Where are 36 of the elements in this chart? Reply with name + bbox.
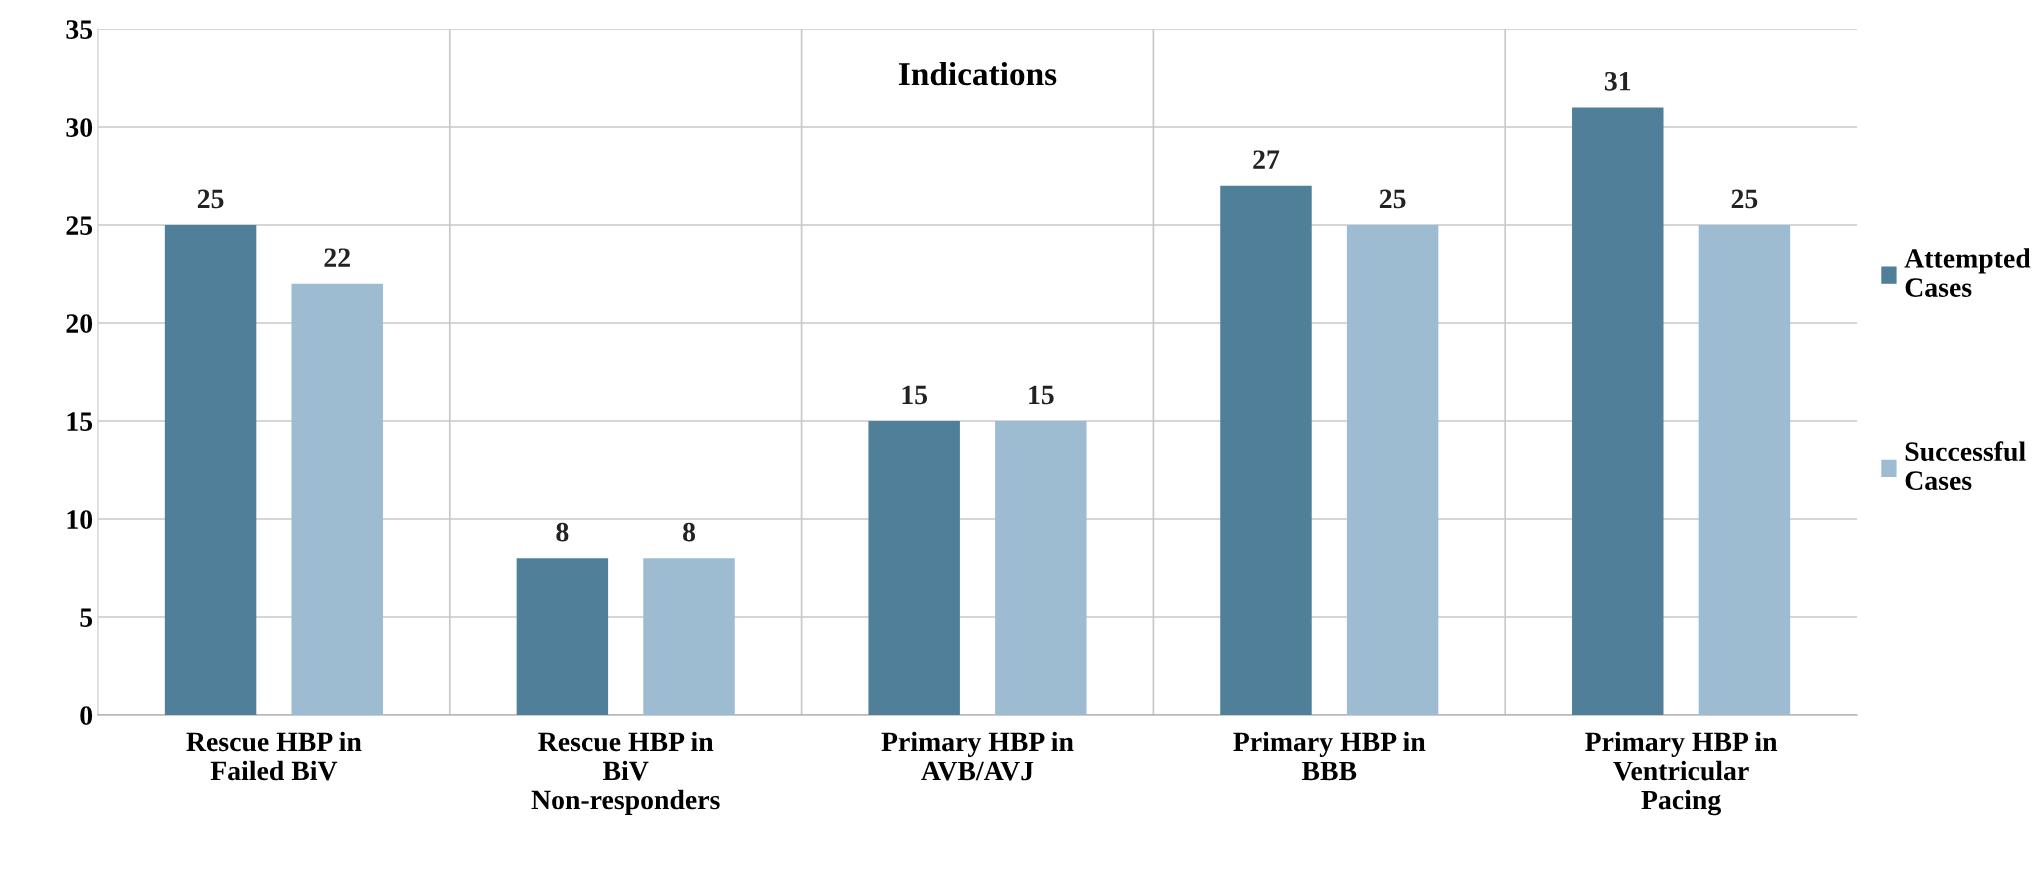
bar [1572,107,1664,715]
y-tick-label: 10 [67,510,93,529]
data-label: 25 [197,189,224,209]
bar [291,283,383,715]
y-tick-label: 35 [66,20,93,39]
legend-label: Successful Cases [1905,441,2026,491]
x-tick-label: Rescue HBP in Failed BiV [186,731,362,781]
data-label: 8 [683,522,696,542]
x-tick-label: Rescue HBP in BiV Non-responders [531,731,720,815]
data-label: 15 [1029,385,1054,405]
data-label: 25 [1731,189,1758,209]
y-tick-label: 20 [66,314,93,333]
bar [643,558,735,715]
x-tick-label: Primary HBP in AVB/AVJ [881,731,1074,781]
bar [164,225,257,715]
data-label: 15 [902,385,928,405]
bar [995,421,1087,715]
legend-label: Attempted Cases [1904,248,2031,297]
data-label: 8 [556,522,569,542]
x-tick-label: Primary HBP in Ventricular Pacing [1585,731,1778,816]
y-tick-label: 25 [66,216,93,235]
x-tick-label: Primary HBP in BBB [1233,731,1426,781]
bar [1698,225,1791,715]
data-label: 31 [1604,71,1631,91]
data-label: 27 [1253,150,1280,169]
bar [516,558,609,715]
data-label: 25 [1379,189,1406,209]
y-tick-label: 0 [80,706,93,725]
text: Indications [898,61,1057,86]
y-tick-label: 5 [80,608,93,627]
y-tick-label: 30 [66,118,93,137]
bar [1220,185,1312,715]
data-label: 22 [324,248,350,267]
bar [868,421,960,715]
bar [1346,225,1439,715]
y-tick-label: 15 [67,412,93,431]
